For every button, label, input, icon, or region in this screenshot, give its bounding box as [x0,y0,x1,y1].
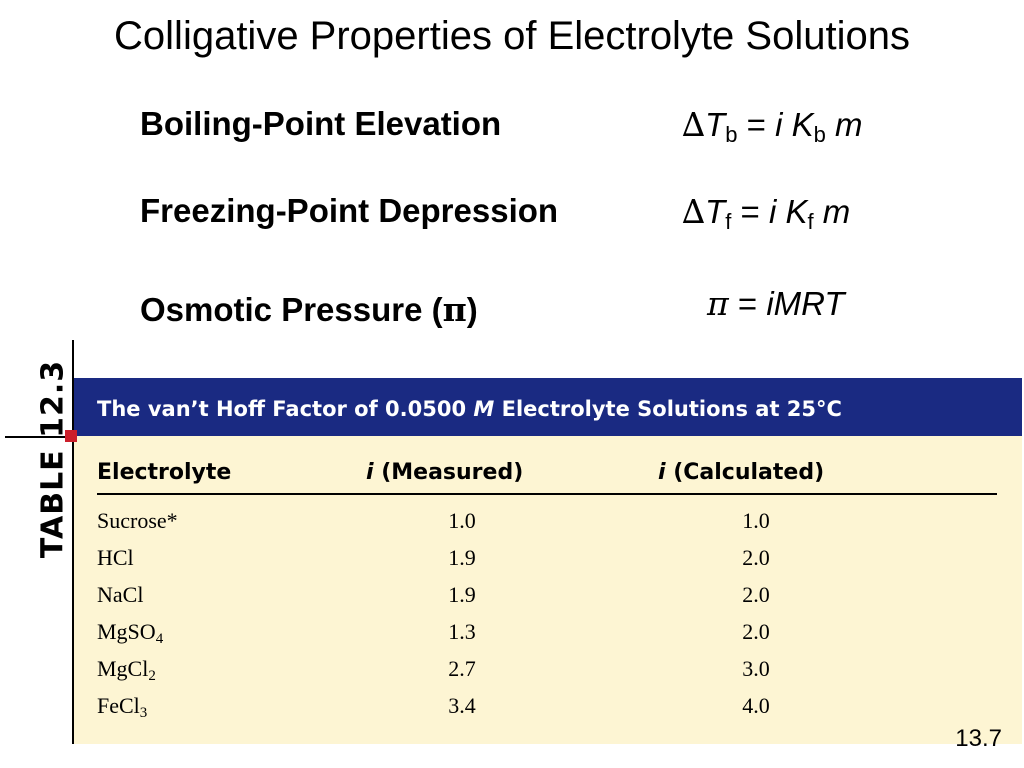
freezing-point-label: Freezing-Point Depression [140,192,559,229]
column-header-electrolyte: Electrolyte [97,460,232,485]
pi-symbol: π [707,284,729,323]
calculated-value: 1.0 [742,508,770,533]
column-i-symbol: i [658,460,666,485]
table-row: Sucrose* 1.0 1.0 [0,508,1024,545]
boiling-point-formula: ∆Tb = i Kb m [682,105,863,147]
formula-sub-b: b [725,122,738,147]
osmotic-label-prefix: Osmotic Pressure ( [140,291,443,328]
electrolyte-name: HCl [97,545,134,570]
formula-K: K [785,193,808,230]
column-header-calculated: i (Calculated) [658,460,824,485]
calculated-value: 2.0 [742,582,770,607]
table-row: MgSO4 1.3 2.0 [0,619,1024,656]
table-row: MgCl2 2.7 3.0 [0,656,1024,693]
electrolyte-name: MgSO4 [97,619,164,647]
calculated-value: 2.0 [742,545,770,570]
table-row: HCl 1.9 2.0 [0,545,1024,582]
formula-equals: = [737,106,776,143]
electrolyte-name: FeCl3 [97,693,148,721]
osmotic-label-suffix: ) [466,291,478,328]
formula-sub-f: f [725,209,732,234]
electrolyte-name: NaCl [97,582,144,607]
formula-sub-f2: f [807,209,814,234]
measured-value: 3.4 [448,693,476,718]
delta-symbol: ∆ [682,192,706,231]
horizontal-rule-left [5,436,69,438]
formula-equals: = [728,285,767,322]
table-panel [74,378,1022,744]
column-header-measured: i (Measured) [366,460,523,485]
electrolyte-name: Sucrose* [97,508,178,533]
boiling-point-label: Boiling-Point Elevation [140,105,502,142]
accent-square [65,430,77,442]
calculated-value: 3.0 [742,656,770,681]
formula-m: m [835,106,863,143]
measured-value: 1.0 [448,508,476,533]
pi-symbol: π [442,290,467,329]
formula-imrt: iMRT [766,285,845,322]
measured-value: 1.9 [448,545,476,570]
delta-symbol: ∆ [682,105,706,144]
measured-value: 2.7 [448,656,476,681]
osmotic-pressure-formula: π = iMRT [707,284,845,323]
caption-prefix: The van’t Hoff Factor of 0.0500 [97,397,474,421]
vertical-rule [72,340,74,744]
table-caption: The van’t Hoff Factor of 0.0500 M Electr… [97,397,842,421]
measured-value: 1.9 [448,582,476,607]
electrolyte-name: MgCl2 [97,656,156,684]
column-measured-text: (Measured) [373,460,524,485]
column-header-rule [97,493,997,495]
osmotic-pressure-label: Osmotic Pressure (π) [140,290,478,329]
formula-T: T [705,106,726,143]
calculated-value: 2.0 [742,619,770,644]
measured-value: 1.3 [448,619,476,644]
formula-i: i [768,193,777,230]
table-row: NaCl 1.9 2.0 [0,582,1024,619]
formula-i: i [775,106,783,143]
freezing-point-formula: ∆Tf = i Kf m [682,192,851,234]
formula-m: m [822,193,851,230]
table-row: FeCl3 3.4 4.0 [0,693,1024,730]
formula-sub-b2: b [813,122,826,147]
column-calculated-text: (Calculated) [665,460,825,485]
formula-equals: = [731,193,769,230]
formula-K: K [791,106,814,143]
caption-suffix: Electrolyte Solutions at 25°C [494,397,842,421]
column-i-symbol: i [366,460,374,485]
slide-title: Colligative Properties of Electrolyte So… [114,14,910,58]
table-header-bar [74,378,1022,436]
calculated-value: 4.0 [742,693,770,718]
caption-molarity: M [473,397,495,421]
formula-T: T [705,193,726,230]
slide-number: 13.7 [955,725,1002,752]
